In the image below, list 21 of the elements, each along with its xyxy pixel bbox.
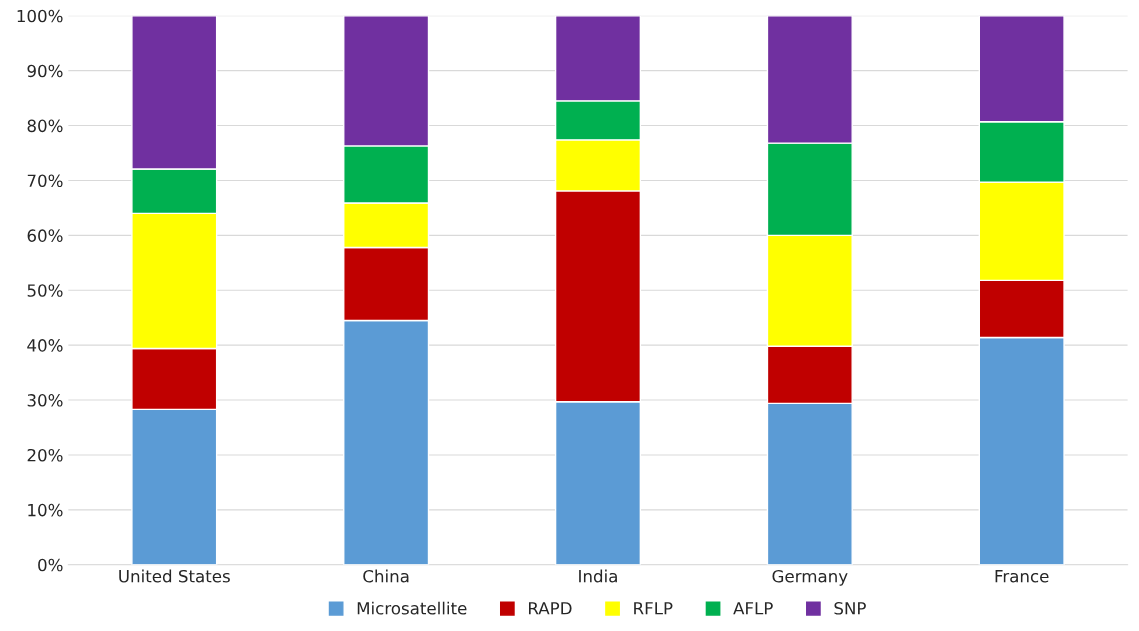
legend-label: Microsatellite: [357, 601, 467, 615]
y-tick-label: 0%: [38, 558, 63, 572]
x-tick-label: China: [363, 569, 409, 583]
y-tick-label: 80%: [27, 119, 63, 133]
y-tick-label: 100%: [17, 9, 63, 23]
legend-label: RFLP: [634, 602, 673, 615]
y-tick-label: 10%: [28, 503, 63, 517]
y-tick-label: 30%: [27, 394, 63, 407]
x-tick-label: India: [579, 569, 617, 583]
x-tick-label: United States: [119, 569, 230, 583]
x-tick-label: Germany: [772, 569, 848, 586]
x-tick-label: France: [995, 570, 1049, 583]
y-tick-label: 60%: [27, 229, 63, 242]
legend-label: SNP: [834, 602, 866, 615]
y-tick-label: 40%: [27, 339, 63, 352]
y-tick-label: 20%: [27, 448, 63, 462]
y-tick-label: 70%: [27, 174, 63, 188]
legend-label: RAPD: [528, 602, 572, 615]
y-tick-label: 90%: [27, 64, 63, 78]
legend-label: AFLP: [733, 602, 773, 615]
y-tick-label: 50%: [27, 284, 63, 297]
